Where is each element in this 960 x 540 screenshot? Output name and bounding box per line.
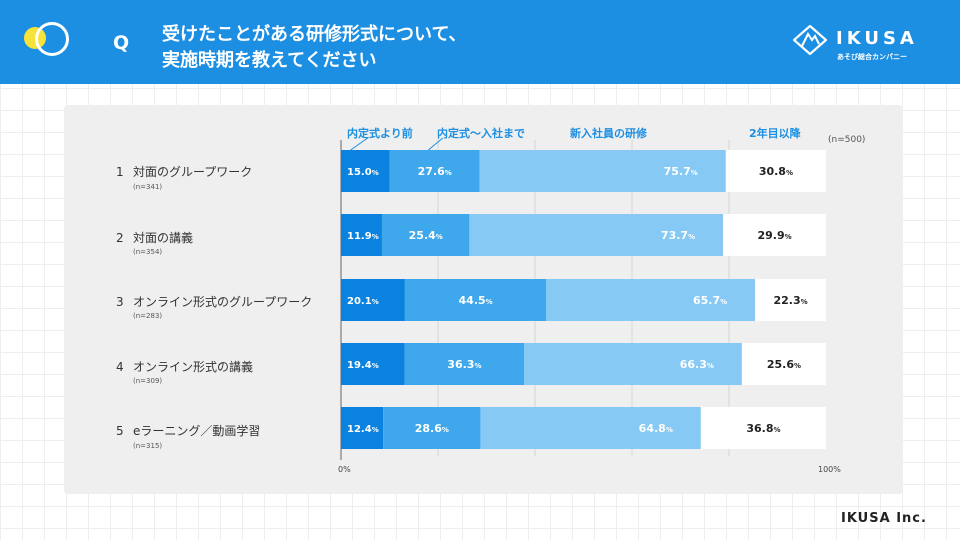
data-label: 36.3% [447,358,481,371]
legend-leader-line [350,137,368,151]
data-label: 11.9% [347,231,379,242]
bar-segment-second-year-onward [741,343,826,385]
bar-segment-ceremony-to-entry [381,214,470,256]
category-n: (n=341) [133,183,163,191]
header-bar: Q 受けたことがある研修形式について、 実施時期を教えてください IKUSA あ… [0,0,960,84]
bar-segment-ceremony-to-entry [404,279,547,321]
data-label: 66.3% [680,358,714,371]
category-number: 5 [116,424,124,438]
legend-pre-ceremony: 内定式より前 [347,127,413,140]
category-number: 4 [116,360,124,374]
category-name: 対面の講義 [133,231,194,245]
bar-segment-second-year-onward [755,279,826,321]
data-label: 25.6% [767,358,801,371]
data-label: 27.6% [418,165,452,178]
legend-second-year-onward: 2年目以降 [749,127,801,140]
legend-new-employee-training: 新入社員の研修 [570,127,647,140]
data-label: 28.6% [415,422,449,435]
bar-segment-second-year-onward [700,407,826,449]
bar-segment-pre-ceremony [341,214,382,256]
legend-leader-line [427,137,444,151]
bar-segment-second-year-onward [723,214,826,256]
data-label: 15.0% [347,167,379,178]
data-label: 22.3% [773,294,807,307]
bar-segment-second-year-onward [725,150,826,192]
category-label: 5 eラーニング／動画学習 [116,422,260,439]
sample-size-total: (n=500) [828,135,866,145]
bar-segment-new-employee-training [469,214,724,256]
category-n: (n=315) [133,442,163,450]
data-label: 73.7% [661,229,695,242]
x-axis-min-label: 0% [338,465,351,474]
bar-segment-new-employee-training [479,150,726,192]
data-label: 30.8% [759,165,793,178]
bar-segment-new-employee-training [480,407,701,449]
bar-segment-ceremony-to-entry [383,407,481,449]
bar-segment-pre-ceremony [341,150,390,192]
ikusa-logo-icon [793,25,827,55]
decorative-ring [35,22,69,56]
x-axis-max-label: 100% [818,465,841,474]
category-number: 2 [116,231,124,245]
data-label: 75.7% [664,165,698,178]
bar-segment-new-employee-training [546,279,756,321]
data-label: 65.7% [693,294,727,307]
category-n: (n=309) [133,377,163,385]
page-title-line2: 実施時期を教えてください [162,50,377,71]
bar-segment-pre-ceremony [341,279,405,321]
data-label: 36.8% [746,422,780,435]
bar-segment-ceremony-to-entry [404,343,525,385]
data-label: 29.9% [757,229,791,242]
page-title-line1: 受けたことがある研修形式について、 [162,24,467,45]
data-label: 25.4% [409,229,443,242]
footer-brand: IKUSA Inc. [841,511,927,526]
bar-segment-pre-ceremony [341,407,384,449]
category-n: (n=283) [133,312,163,320]
category-label: 4 オンライン形式の講義 [116,358,253,375]
category-number: 1 [116,165,124,179]
bar-segment-ceremony-to-entry [389,150,480,192]
category-name: eラーニング／動画学習 [133,424,261,438]
category-label: 2 対面の講義 [116,229,193,246]
legend-ceremony-to-entry: 内定式〜入社まで [437,127,525,140]
category-name: オンライン形式のグループワーク [133,295,313,309]
category-name: オンライン形式の講義 [133,360,254,374]
data-label: 44.5% [459,294,493,307]
category-label: 3 オンライン形式のグループワーク [116,293,312,310]
data-label: 64.8% [639,422,673,435]
data-label: 20.1% [347,296,379,307]
logo-text: IKUSA [836,28,918,49]
logo-subtitle: あそび総合カンパニー [837,53,907,61]
data-label: 19.4% [347,360,379,371]
question-marker: Q [113,32,130,54]
category-label: 1 対面のグループワーク [116,163,252,180]
category-name: 対面のグループワーク [133,165,253,179]
data-label: 12.4% [347,424,379,435]
category-number: 3 [116,295,124,309]
bar-segment-pre-ceremony [341,343,405,385]
bar-segment-new-employee-training [524,343,742,385]
category-n: (n=354) [133,248,163,256]
